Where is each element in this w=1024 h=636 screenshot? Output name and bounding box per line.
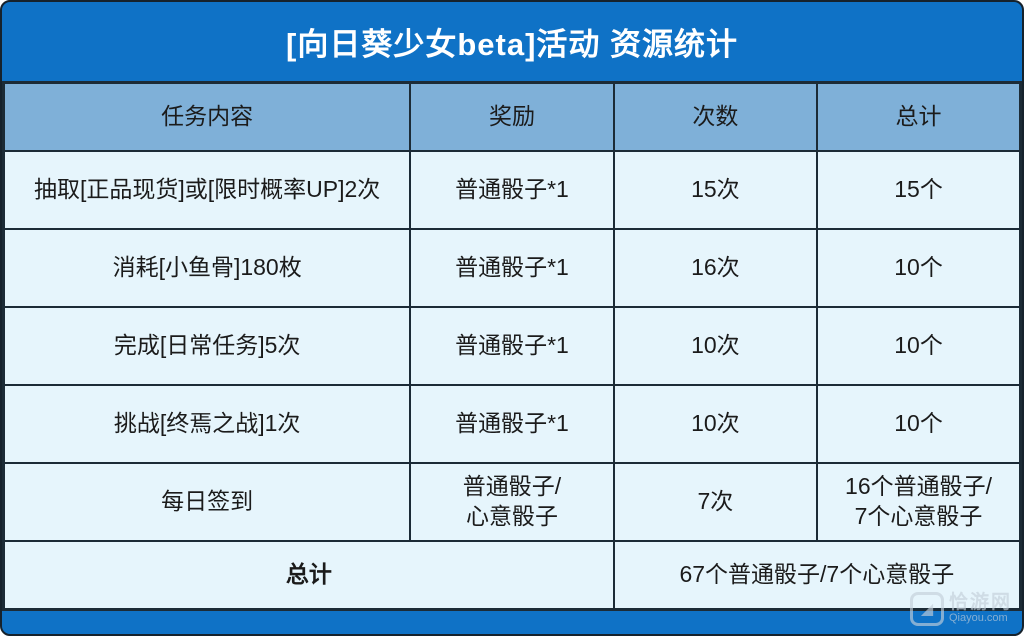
col-header-times: 次数 xyxy=(612,81,819,152)
times-cell: 10次 xyxy=(612,384,819,464)
header-row: 任务内容 奖励 次数 总计 xyxy=(2,81,1022,152)
title-bar: [向日葵少女beta]活动 资源统计 xyxy=(2,2,1022,81)
reward-cell: 普通骰子/ 心意骰子 xyxy=(409,462,615,542)
times-cell: 7次 xyxy=(612,462,819,542)
summary-row: 总计 67个普通骰子/7个心意骰子 xyxy=(2,540,1022,611)
summary-label: 总计 xyxy=(2,540,615,611)
total-cell: 10个 xyxy=(816,306,1022,386)
task-cell: 消耗[小鱼骨]180枚 xyxy=(2,228,412,308)
col-header-task: 任务内容 xyxy=(2,81,412,152)
total-cell: 15个 xyxy=(816,150,1022,230)
task-cell: 挑战[终焉之战]1次 xyxy=(2,384,412,464)
table-row: 挑战[终焉之战]1次 普通骰子*1 10次 10个 xyxy=(2,384,1022,464)
task-cell: 完成[日常任务]5次 xyxy=(2,306,412,386)
reward-cell: 普通骰子*1 xyxy=(409,384,615,464)
resource-stats-table: 任务内容 奖励 次数 总计 抽取[正品现货]或[限时概率UP]2次 普通骰子*1… xyxy=(2,81,1022,611)
page-title: [向日葵少女beta]活动 资源统计 xyxy=(286,27,738,62)
total-cell: 16个普通骰子/ 7个心意骰子 xyxy=(816,462,1022,542)
col-header-reward: 奖励 xyxy=(409,81,615,152)
col-header-total: 总计 xyxy=(816,81,1022,152)
table-row: 消耗[小鱼骨]180枚 普通骰子*1 16次 10个 xyxy=(2,228,1022,308)
table-row: 每日签到 普通骰子/ 心意骰子 7次 16个普通骰子/ 7个心意骰子 xyxy=(2,462,1022,542)
reward-cell: 普通骰子*1 xyxy=(409,150,615,230)
table-row: 完成[日常任务]5次 普通骰子*1 10次 10个 xyxy=(2,306,1022,386)
task-cell: 抽取[正品现货]或[限时概率UP]2次 xyxy=(2,150,412,230)
reward-cell: 普通骰子*1 xyxy=(409,228,615,308)
times-cell: 15次 xyxy=(612,150,819,230)
watermark-site-url: Qiayou.com xyxy=(948,612,1008,625)
total-cell: 10个 xyxy=(816,228,1022,308)
reward-cell: 普通骰子*1 xyxy=(409,306,615,386)
summary-value: 67个普通骰子/7个心意骰子 xyxy=(612,540,1022,611)
task-cell: 每日签到 xyxy=(2,462,412,542)
times-cell: 16次 xyxy=(612,228,819,308)
total-cell: 10个 xyxy=(816,384,1022,464)
times-cell: 10次 xyxy=(612,306,819,386)
table-row: 抽取[正品现货]或[限时概率UP]2次 普通骰子*1 15次 15个 xyxy=(2,150,1022,230)
